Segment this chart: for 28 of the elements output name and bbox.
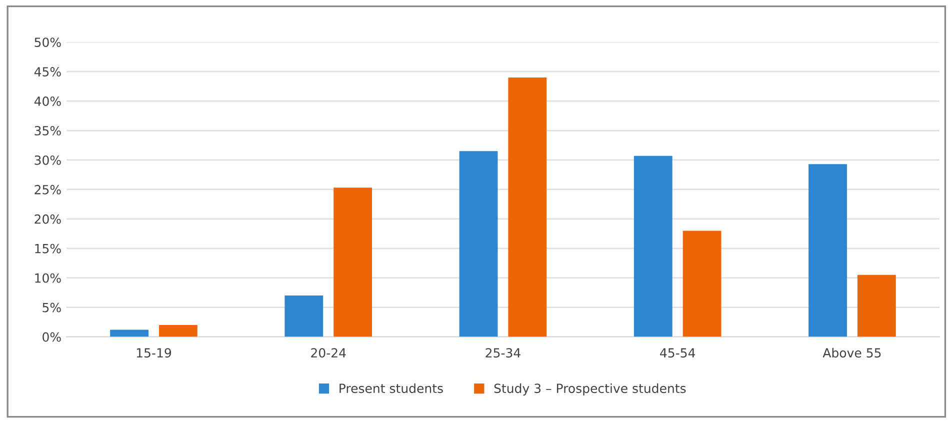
y-tick-label: 5% xyxy=(42,302,61,312)
y-tick-label: 25% xyxy=(34,184,61,194)
y-tick-label: 40% xyxy=(34,96,61,106)
bar xyxy=(634,156,672,337)
x-tick-label: Above 55 xyxy=(822,348,881,358)
bar xyxy=(110,330,148,337)
x-tick-label: 20-24 xyxy=(311,348,346,358)
bar xyxy=(459,151,498,337)
bar xyxy=(508,77,547,337)
bar xyxy=(857,274,896,337)
y-tick-label: 0% xyxy=(42,332,61,342)
x-tick-label: 15-19 xyxy=(136,348,172,358)
bar xyxy=(808,164,847,337)
legend-label: Present students xyxy=(340,383,443,394)
y-tick-label: 35% xyxy=(34,126,61,136)
y-tick-label: 15% xyxy=(35,244,61,254)
y-tick-label: 50% xyxy=(34,38,61,48)
bar xyxy=(158,325,198,337)
x-tick-label: 45-54 xyxy=(660,348,696,358)
y-tick-label: 30% xyxy=(34,155,61,165)
y-tick-label: 20% xyxy=(34,214,61,224)
bar xyxy=(682,230,722,337)
y-tick-label: 10% xyxy=(35,273,61,283)
bar xyxy=(334,188,372,337)
x-tick-label: 25-34 xyxy=(486,348,520,358)
bar xyxy=(284,296,324,337)
legend-label: Study 3 – Prospective students xyxy=(494,383,686,396)
y-tick-label: 45% xyxy=(34,67,61,76)
